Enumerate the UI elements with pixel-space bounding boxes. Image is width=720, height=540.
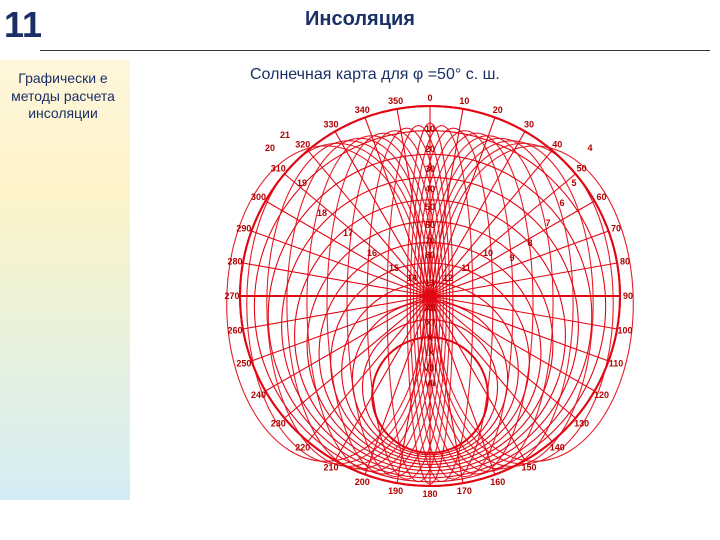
title-rule [40,50,710,51]
svg-text:300: 300 [251,192,266,202]
svg-text:30: 30 [425,164,435,174]
svg-text:270: 270 [224,291,239,301]
chart-subtitle: Солнечная карта для φ =50° с. ш. [250,66,500,84]
svg-text:11: 11 [461,263,471,273]
svg-text:30: 30 [524,120,534,130]
svg-text:IX: IX [426,348,435,358]
svg-text:240: 240 [251,390,266,400]
svg-text:210: 210 [323,462,338,472]
svg-text:200: 200 [355,477,370,487]
svg-text:20: 20 [493,105,503,115]
svg-text:10: 10 [459,96,469,106]
svg-text:290: 290 [236,223,251,233]
svg-text:250: 250 [236,359,251,369]
svg-text:100: 100 [617,325,632,335]
svg-text:9: 9 [509,253,514,263]
svg-text:320: 320 [295,139,310,149]
svg-text:21: 21 [280,130,290,140]
svg-text:X: X [427,333,433,343]
svg-text:350: 350 [388,96,403,106]
svg-text:120: 120 [594,390,609,400]
svg-text:170: 170 [457,486,472,496]
svg-text:110: 110 [609,359,624,369]
svg-text:50: 50 [425,202,435,212]
svg-text:90: 90 [623,291,633,301]
sun-path-chart: 0 10 20 30 40 50 60 70 80 90 100 110 120 130 140 150 160… [170,86,690,526]
svg-text:70: 70 [425,236,435,246]
svg-text:160: 160 [490,477,505,487]
svg-text:14: 14 [407,273,417,283]
svg-text:70: 70 [611,223,621,233]
svg-text:XII: XII [424,303,435,313]
svg-text:5: 5 [571,178,576,188]
svg-text:260: 260 [227,325,242,335]
svg-text:60: 60 [596,192,606,202]
svg-text:230: 230 [271,418,286,428]
svg-text:180: 180 [422,489,437,499]
svg-text:7: 7 [545,218,550,228]
svg-text:130: 130 [574,418,589,428]
svg-text:17: 17 [343,228,353,238]
svg-text:60: 60 [425,220,435,230]
svg-text:80: 80 [620,257,630,267]
svg-text:40: 40 [552,139,562,149]
svg-text:150: 150 [521,462,536,472]
svg-text:40: 40 [425,184,435,194]
svg-text:280: 280 [227,257,242,267]
svg-text:10: 10 [483,248,493,258]
svg-text:13: 13 [425,278,435,288]
svg-text:20: 20 [265,143,275,153]
svg-text:8: 8 [527,238,532,248]
svg-text:10: 10 [425,124,435,134]
svg-text:19: 19 [297,178,307,188]
svg-text:140: 140 [550,443,565,453]
svg-text:6: 6 [559,198,564,208]
svg-text:12: 12 [443,273,453,283]
svg-text:80: 80 [425,250,435,260]
svg-text:VII: VII [424,378,435,388]
svg-text:18: 18 [317,208,327,218]
svg-text:190: 190 [388,486,403,496]
svg-text:340: 340 [355,105,370,115]
slide-number: 11 [4,4,42,46]
svg-text:50: 50 [577,164,587,174]
svg-text:310: 310 [271,164,286,174]
svg-text:VIII: VIII [423,363,437,373]
svg-text:15: 15 [389,263,399,273]
page-title: Инсоляция [0,8,720,31]
svg-text:20: 20 [425,144,435,154]
svg-text:XI: XI [426,318,435,328]
svg-text:330: 330 [323,120,338,130]
sidebar-text: Графически е методы расчета инсоляции [8,70,118,123]
svg-text:4: 4 [587,143,592,153]
svg-text:220: 220 [295,443,310,453]
svg-text:16: 16 [367,248,377,258]
svg-text:0: 0 [427,93,432,103]
